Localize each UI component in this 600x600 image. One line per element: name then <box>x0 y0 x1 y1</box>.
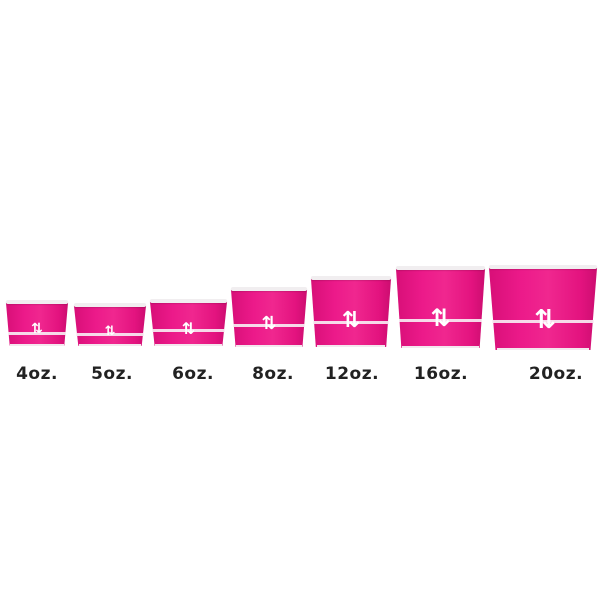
arrow-icon: ⇅ <box>261 313 277 334</box>
size-label-4oz: 4oz. <box>16 364 58 384</box>
size-label-16oz: 16oz. <box>413 364 469 384</box>
cup-20oz: ⇅ <box>489 265 597 350</box>
cup-12oz: ⇅ <box>311 276 391 347</box>
cup-5oz: ⇅ <box>74 303 146 346</box>
size-label-12oz: 12oz. <box>324 364 380 384</box>
size-label-6oz: 6oz. <box>172 364 214 384</box>
size-label-8oz: 8oz. <box>252 364 294 384</box>
cup-8oz: ⇅ <box>231 287 307 347</box>
arrow-icon: ⇅ <box>430 304 451 332</box>
arrow-icon: ⇅ <box>104 324 116 339</box>
cup-16oz: ⇅ <box>396 266 485 348</box>
size-label-5oz: 5oz. <box>91 364 133 384</box>
arrow-icon: ⇅ <box>31 321 43 337</box>
arrow-icon: ⇅ <box>534 305 557 335</box>
cup-4oz: ⇅ <box>6 300 68 346</box>
size-label-20oz: 20oz. <box>528 364 584 384</box>
arrow-icon: ⇅ <box>181 319 196 338</box>
cup-6oz: ⇅ <box>150 299 227 346</box>
arrow-icon: ⇅ <box>341 308 361 333</box>
